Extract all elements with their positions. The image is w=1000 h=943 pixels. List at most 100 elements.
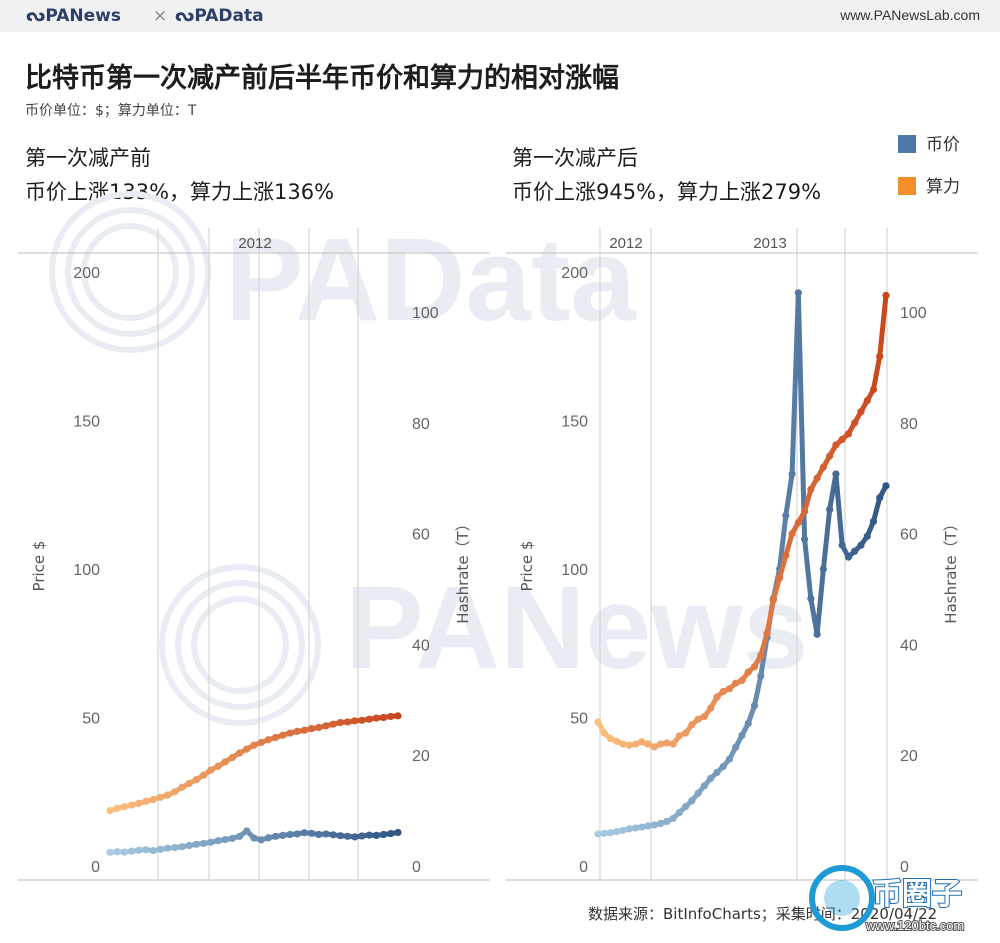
brand-separator: ×	[153, 6, 168, 26]
price-point	[694, 789, 702, 797]
hashrate-point	[775, 574, 784, 582]
hashrate-point	[688, 721, 696, 729]
price-point	[807, 595, 815, 603]
price-point	[813, 630, 821, 638]
hashrate-point	[669, 740, 677, 748]
hashrate-point	[322, 722, 330, 730]
hashrate-point	[120, 803, 128, 811]
price-point	[272, 832, 280, 840]
y-tick-label-right: 40	[412, 637, 430, 654]
y-tick-label-right: 0	[412, 859, 421, 876]
chart-subtitle: 币价单位：$；算力单位：T	[25, 103, 197, 119]
price-point	[644, 822, 652, 830]
price-point	[106, 848, 114, 856]
hashrate-point	[106, 807, 114, 815]
hashrate-point	[644, 740, 652, 748]
hashrate-point	[250, 741, 258, 749]
y-tick-label-right: 20	[900, 748, 918, 765]
hashrate-point	[801, 507, 809, 516]
y-axis-title-right: Hashrate（T）	[942, 516, 960, 623]
price-point	[149, 846, 157, 855]
hashrate-point	[344, 718, 352, 726]
legend-item-hashrate: 算力	[898, 172, 960, 197]
hashrate-line-segment	[777, 553, 789, 581]
hashrate-point	[329, 720, 337, 728]
hashrate-point	[826, 452, 834, 460]
corner-logo: 币圈子 www.120btc.com	[809, 865, 965, 934]
hashrate-point	[336, 718, 344, 727]
data-source-note: 数据来源：BitInfoCharts；采集时间：2020/04/22	[588, 905, 938, 923]
hashrate-point	[214, 762, 222, 770]
price-point	[631, 824, 640, 832]
hashrate-point	[638, 738, 646, 746]
y-tick-label-right: 20	[412, 748, 430, 765]
price-point	[207, 838, 215, 846]
price-point	[600, 829, 608, 837]
price-point	[156, 845, 164, 853]
hashrate-point	[228, 753, 236, 762]
price-line-segment	[752, 673, 764, 709]
hashrate-point	[149, 795, 157, 804]
corner-logo-url: www.120btc.com	[865, 918, 964, 933]
hashrate-point	[185, 779, 193, 788]
hashrate-point	[606, 734, 615, 743]
hashrate-point	[707, 704, 715, 712]
panel-left-header: 第一次减产前 币价上涨133%，算力上涨136%	[25, 141, 334, 209]
price-point	[819, 565, 827, 573]
price-point	[113, 848, 121, 856]
site-url[interactable]: www.PANewsLab.com	[840, 7, 980, 23]
price-point	[308, 829, 316, 837]
price-point	[351, 833, 359, 841]
price-line-segment	[777, 513, 789, 572]
y-axis-title-left: Price $	[518, 541, 536, 592]
price-point	[293, 830, 301, 838]
hashrate-point	[600, 729, 608, 737]
hashrate-point	[700, 712, 709, 721]
legend-item-price: 币价	[898, 130, 960, 155]
chart-title: 比特币第一次减产前后半年币价和算力的相对涨幅	[25, 63, 619, 94]
hashrate-point	[365, 715, 373, 723]
price-point	[192, 840, 200, 848]
hashrate-point	[675, 732, 683, 740]
hashrate-point	[794, 518, 802, 527]
price-point	[851, 547, 859, 555]
price-point	[257, 836, 265, 844]
y-tick-label-left: 50	[570, 711, 588, 728]
y-tick-label-left: 150	[73, 414, 100, 431]
price-point	[394, 828, 402, 837]
price-point	[744, 719, 752, 728]
price-point	[650, 821, 658, 829]
hashrate-point	[171, 788, 179, 796]
price-point	[732, 743, 740, 751]
hashrate-point	[732, 679, 740, 687]
hashrate-point	[300, 726, 308, 734]
y-axis-title-left: Price $	[30, 541, 48, 592]
hashrate-point	[279, 731, 287, 739]
hashrate-line-segment	[877, 292, 889, 359]
hashrate-point	[243, 745, 251, 753]
hashrate-point	[713, 693, 721, 701]
price-point	[876, 494, 884, 502]
loop-logo-icon: ᔓ	[175, 6, 195, 26]
y-tick-label-left: 100	[561, 562, 588, 579]
price-point	[142, 846, 150, 854]
price-point	[832, 470, 840, 478]
padata-logo: ᔓPAData	[175, 6, 264, 26]
price-point	[228, 834, 236, 842]
price-point	[185, 841, 193, 850]
y-tick-label-right: 0	[900, 859, 909, 876]
price-point	[300, 829, 308, 837]
price-point	[682, 803, 690, 811]
price-point	[863, 532, 871, 540]
price-point	[372, 831, 380, 840]
hashrate-point	[788, 530, 796, 538]
hashrate-point	[272, 733, 280, 742]
hashrate-point	[650, 743, 658, 751]
hashrate-line-segment	[802, 486, 814, 514]
price-point	[606, 829, 615, 837]
y-tick-label-right: 100	[900, 305, 927, 322]
y-tick-label-left: 0	[91, 859, 100, 876]
hashrate-point	[744, 668, 752, 676]
